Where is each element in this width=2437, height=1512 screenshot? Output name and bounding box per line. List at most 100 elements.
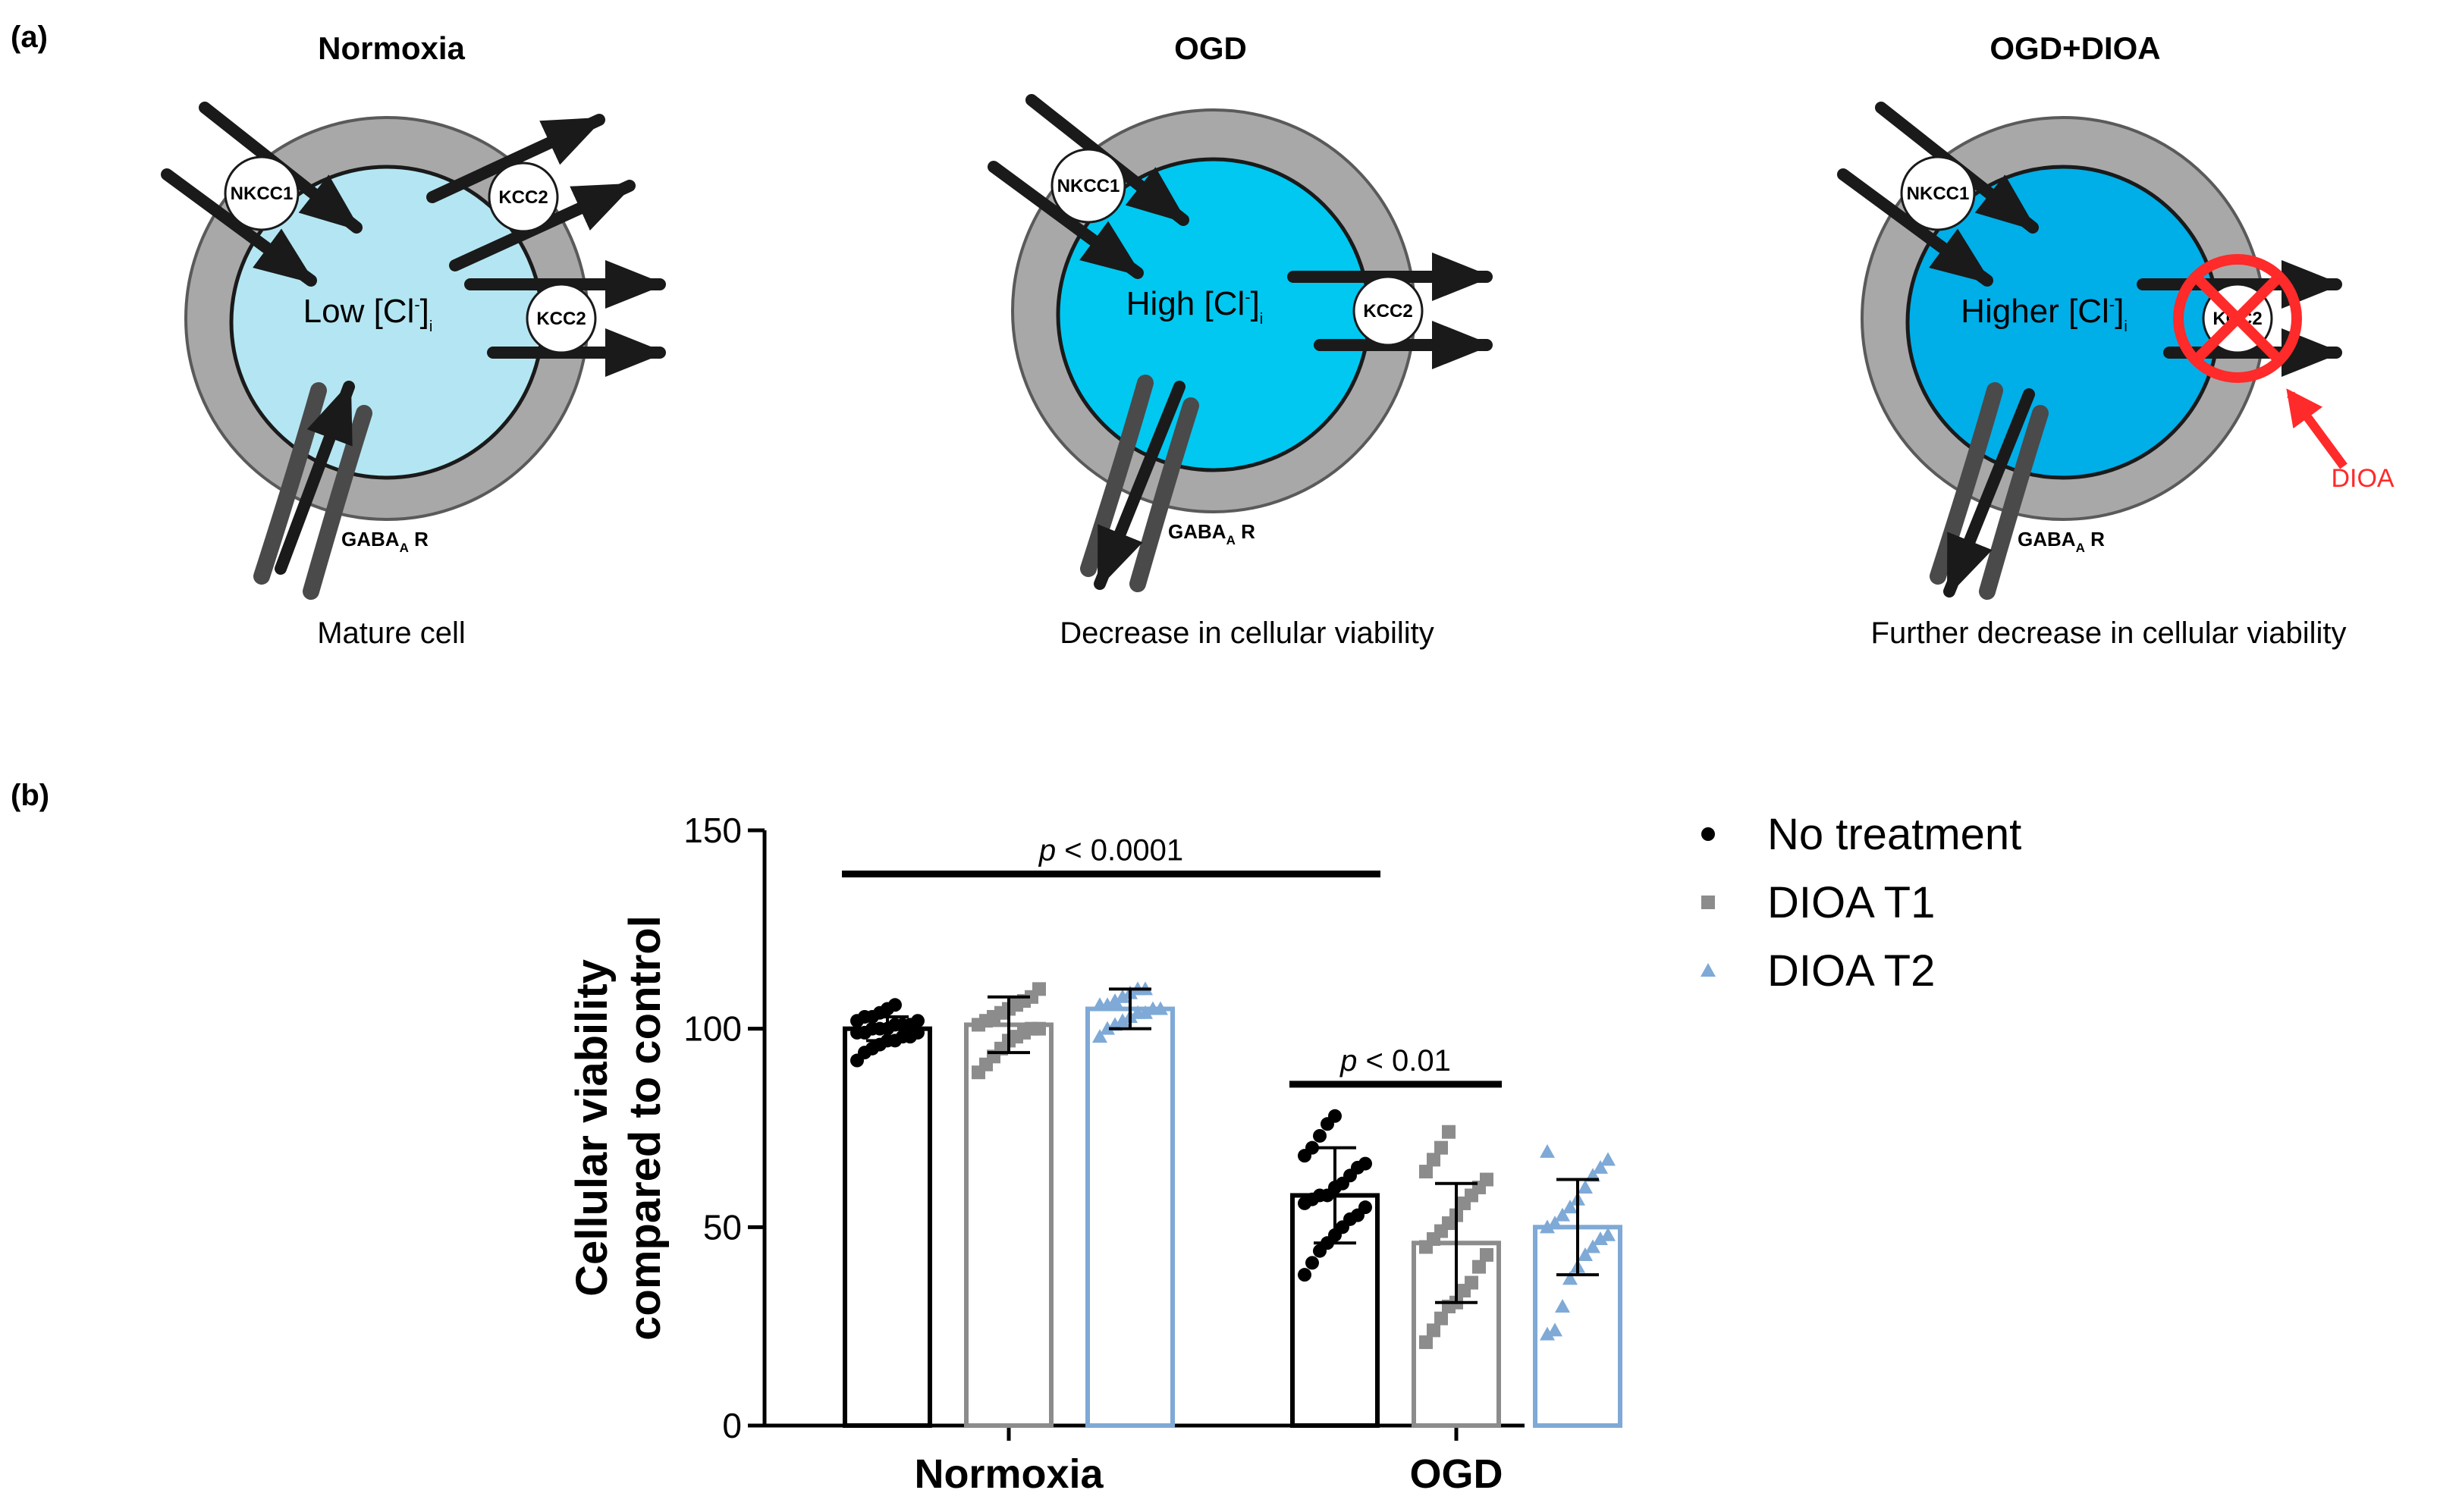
panel-title: Normoxia bbox=[318, 30, 465, 66]
data-point bbox=[1032, 982, 1046, 996]
error-bars bbox=[866, 987, 1599, 1304]
data-point bbox=[1578, 1180, 1593, 1194]
y-tick-label: 50 bbox=[703, 1207, 742, 1247]
data-point bbox=[1358, 1156, 1372, 1171]
data-point bbox=[1547, 1216, 1562, 1230]
data-point bbox=[1313, 1128, 1327, 1143]
cell-panel-1: Normoxia NKCC1 Low [Cl-]i KCC2 KCC2 GABAA R Ma… bbox=[161, 30, 666, 650]
data-point bbox=[1600, 1227, 1616, 1241]
nkcc1-label: NKCC1 bbox=[231, 184, 294, 204]
gaba-receptor-rod bbox=[303, 405, 372, 600]
data-point bbox=[1107, 993, 1123, 1008]
data-point bbox=[1442, 1125, 1456, 1139]
kcc2-transporter bbox=[1352, 275, 1424, 347]
data-point bbox=[1419, 1335, 1433, 1350]
data-point bbox=[1427, 1153, 1440, 1167]
bar bbox=[1085, 1006, 1175, 1428]
panel-a-label: (a) bbox=[11, 20, 48, 54]
data-point bbox=[1434, 1140, 1448, 1155]
data-point bbox=[1434, 1311, 1448, 1325]
data-point bbox=[1593, 1231, 1608, 1246]
data-point bbox=[1358, 1200, 1372, 1215]
significance-annotations: p < 0.0001 p < 0.01 bbox=[842, 834, 1502, 1088]
x-axis: Normoxia OGD bbox=[763, 1423, 1525, 1497]
inhibition-cross bbox=[2192, 273, 2283, 364]
data-point bbox=[1701, 827, 1715, 841]
chloride-label: High [Cl-]i bbox=[1126, 285, 1264, 328]
dioa-label: DIOA bbox=[2331, 464, 2394, 493]
data-point bbox=[1032, 1021, 1046, 1036]
panel-a-diagrams: Normoxia NKCC1 Low [Cl-]i KCC2 KCC2 GABAA R Ma… bbox=[161, 30, 2395, 650]
x-tick-label: OGD bbox=[1409, 1451, 1503, 1497]
data-point bbox=[1562, 1200, 1578, 1214]
data-point bbox=[1153, 1001, 1168, 1015]
data-point bbox=[1701, 896, 1715, 909]
legend: No treatment DIOA T1 DIOA T2 bbox=[1701, 810, 2021, 996]
gaba-arrow bbox=[1094, 381, 1186, 590]
data-point bbox=[1555, 1299, 1570, 1313]
nkcc1-label: NKCC1 bbox=[1907, 184, 1970, 204]
y-axis-title: Cellular viability bbox=[567, 959, 617, 1297]
nkcc1-transporter bbox=[1050, 148, 1126, 224]
data-point bbox=[911, 1014, 925, 1028]
data-point bbox=[1092, 1029, 1107, 1043]
data-point bbox=[1328, 1109, 1342, 1123]
panel-caption: Decrease in cellular viability bbox=[1060, 616, 1434, 650]
chloride-label: Higher [Cl-]i bbox=[1961, 293, 2128, 335]
panel-title: OGD+DIOA bbox=[1989, 30, 2160, 66]
data-point bbox=[1540, 1143, 1555, 1158]
significance-label: p < 0.0001 bbox=[1038, 834, 1183, 867]
data-point bbox=[1100, 997, 1115, 1012]
data-point bbox=[1298, 1268, 1311, 1282]
gaba-receptor-rod bbox=[1129, 397, 1199, 592]
chloride-label: Low [Cl-]i bbox=[303, 293, 433, 335]
data-point bbox=[1100, 1021, 1115, 1035]
data-point bbox=[1305, 1140, 1319, 1155]
gaba-receptor-rod bbox=[1930, 382, 2003, 585]
y-tick-label: 0 bbox=[722, 1406, 742, 1445]
kcc2-label: KCC2 bbox=[536, 309, 586, 329]
legend-label: DIOA T2 bbox=[1767, 946, 1935, 996]
bar bbox=[964, 1022, 1054, 1428]
kcc2-label: KCC2 bbox=[1363, 301, 1412, 322]
data-point bbox=[1115, 989, 1130, 1003]
nkcc1-label: NKCC1 bbox=[1057, 176, 1120, 196]
gaba-arrow bbox=[275, 381, 355, 575]
kcc2-arrow bbox=[426, 114, 605, 203]
nkcc1-arrow bbox=[1837, 168, 1993, 287]
data-point bbox=[1540, 1219, 1555, 1234]
data-point bbox=[1562, 1271, 1578, 1285]
kcc2-transporter bbox=[526, 283, 597, 354]
x-tick-label: Normoxia bbox=[914, 1451, 1104, 1497]
significance-label: p < 0.01 bbox=[1339, 1044, 1451, 1078]
kcc2-transporter bbox=[488, 162, 559, 233]
data-points bbox=[850, 981, 1616, 1350]
gaba-label: GABAA R bbox=[1168, 520, 1255, 547]
data-point bbox=[1465, 1275, 1478, 1290]
y-axis-title: compared to control bbox=[620, 915, 670, 1341]
nkcc1-transporter bbox=[1900, 155, 1976, 231]
data-point bbox=[1540, 1326, 1555, 1341]
dioa-arrow bbox=[2286, 388, 2347, 469]
data-point bbox=[1701, 963, 1716, 977]
y-tick-label: 100 bbox=[683, 1009, 742, 1049]
y-tick-label: 150 bbox=[683, 811, 742, 850]
data-point bbox=[1472, 1259, 1486, 1274]
data-point bbox=[1138, 1005, 1153, 1019]
data-point bbox=[1305, 1256, 1319, 1270]
panel-b-label: (b) bbox=[11, 779, 49, 812]
legend-label: No treatment bbox=[1767, 810, 2021, 859]
data-point bbox=[1585, 1239, 1600, 1253]
cell-panel-2: OGD NKCC1 High [Cl-]i KCC2 GABAA R Decrease i… bbox=[988, 30, 1493, 650]
nkcc1-arrow bbox=[161, 168, 317, 287]
data-point bbox=[1115, 1013, 1130, 1027]
data-point bbox=[1578, 1247, 1593, 1261]
data-point bbox=[1555, 1207, 1570, 1222]
inhibition-circle bbox=[2173, 254, 2302, 383]
bar bbox=[843, 1026, 932, 1428]
data-point bbox=[1480, 1172, 1493, 1187]
data-point bbox=[1480, 1247, 1493, 1262]
